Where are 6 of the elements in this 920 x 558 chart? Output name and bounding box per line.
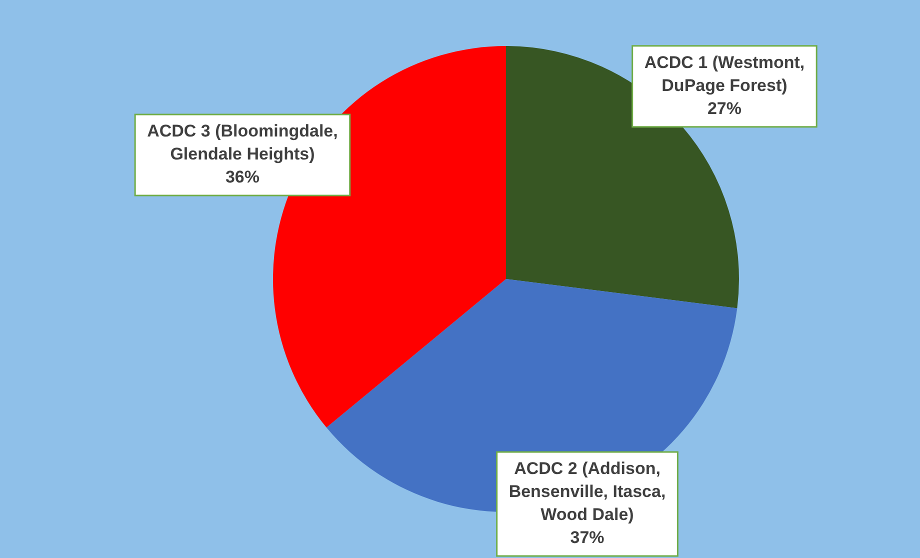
data-label: 36% <box>225 168 260 187</box>
slice-label: ACDC 1 (Westmont, DuPage Forest) <box>644 53 805 96</box>
data-label: 27% <box>707 99 742 118</box>
slice-label: ACDC 3 (Bloomingdale, Glendale Heights) <box>147 122 338 164</box>
slice-label: ACDC 2 (Addison, Bensenville, Itasca, Wood Dale) <box>508 459 666 524</box>
data-label: 37% <box>570 528 604 548</box>
